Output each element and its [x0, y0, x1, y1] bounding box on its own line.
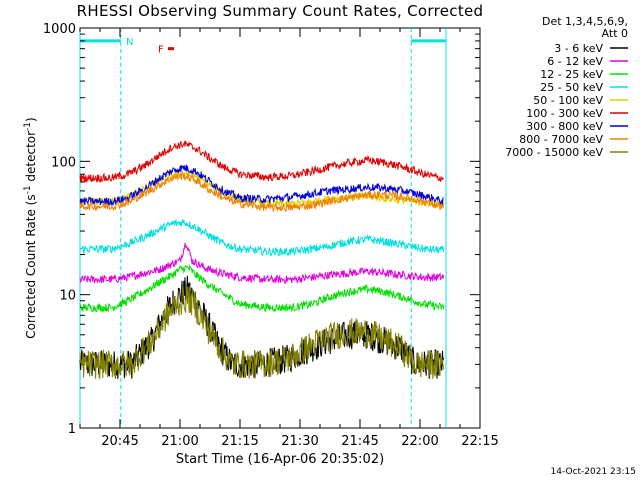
chart-title: RHESSI Observing Summary Count Rates, Co… [76, 2, 484, 20]
legend-label: 800 - 7000 keV [519, 133, 603, 146]
series-line [79, 218, 445, 257]
legend-label: 100 - 300 keV [526, 107, 603, 120]
x-tick-label: 22:00 [401, 434, 438, 449]
y-axis-label: Corrected Count Rate (s-1 detector-1) [23, 117, 38, 338]
legend-label: 3 - 6 keV [554, 42, 603, 55]
legend-label: 7000 - 15000 keV [505, 146, 603, 159]
y-tick-label: 1000 [43, 22, 76, 37]
legend-label: 50 - 100 keV [533, 94, 603, 107]
x-tick-label: 21:15 [221, 434, 258, 449]
y-tick-label: 1 [68, 422, 76, 437]
x-tick-label: 20:45 [101, 434, 138, 449]
legend-header: Det 1,3,4,5,6,9, [542, 15, 628, 28]
annotation-label: N [126, 37, 133, 48]
series-line [79, 242, 445, 285]
series-line [79, 170, 445, 213]
series-line [79, 140, 445, 183]
footer-timestamp: 14-Oct-2021 23:15 [550, 467, 636, 477]
y-tick-label: 10 [59, 289, 76, 304]
x-tick-label: 21:30 [281, 434, 318, 449]
y-tick-label: 100 [51, 155, 76, 170]
x-tick-label: 21:00 [161, 434, 198, 449]
annotation-label: F [158, 45, 164, 56]
series-line [79, 263, 445, 314]
series-line [79, 164, 444, 207]
legend-label: 300 - 800 keV [526, 120, 603, 133]
legend-label: 6 - 12 keV [547, 55, 603, 68]
legend-label: 25 - 50 keV [540, 81, 603, 94]
legend-header: Att 0 [602, 27, 628, 40]
series-line [79, 285, 445, 380]
x-tick-label: 22:15 [461, 434, 498, 449]
legend-label: 12 - 25 keV [540, 68, 603, 81]
x-tick-label: 21:45 [341, 434, 378, 449]
x-axis-label: Start Time (16-Apr-06 20:35:02) [176, 452, 384, 467]
